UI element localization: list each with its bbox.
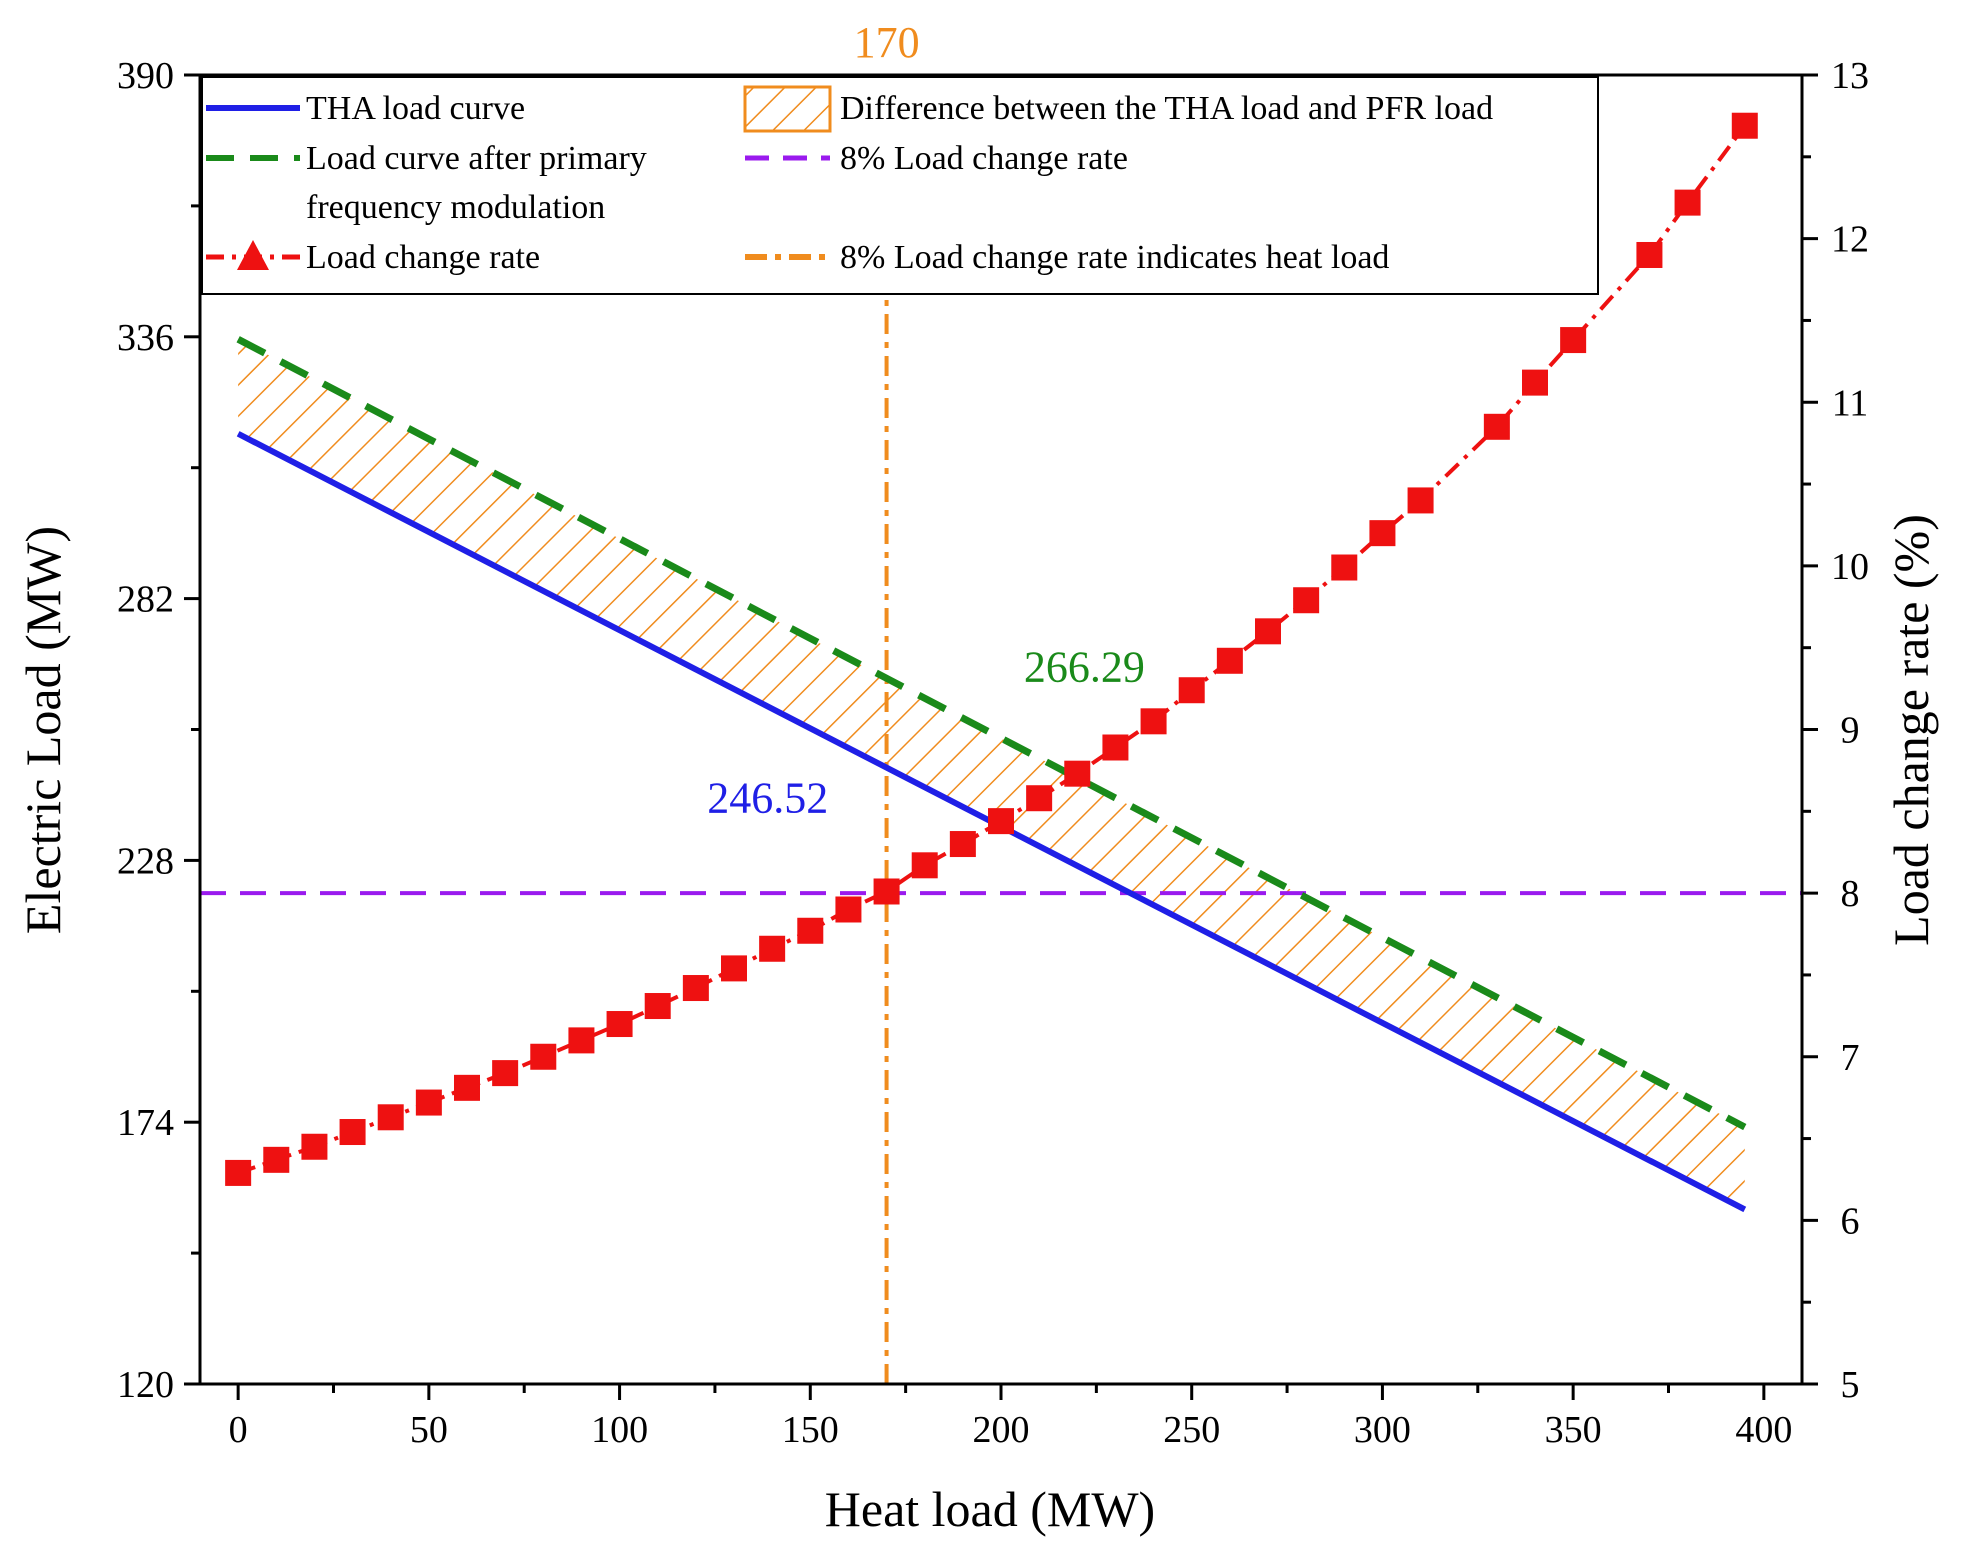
x-tick-label: 350 [1545,1409,1602,1451]
legend-item-rate8: 8% Load change rate [745,140,1128,177]
load-change-rate-point [1140,708,1167,735]
x-tick-label: 0 [229,1409,248,1451]
annotations: 170 266.29 246.52 [707,18,1145,822]
load-change-rate-point [1522,369,1548,396]
load-change-rate-point [1102,734,1129,761]
y-tick-label: 336 [117,317,174,359]
y2-tick-label: 8 [1841,873,1860,915]
x-tick-label: 300 [1354,1409,1411,1451]
legend-swatch [743,85,832,133]
legend-item-rate: Load change rate [206,239,540,276]
y2-tick-label: 7 [1841,1037,1860,1079]
legend-item-hatch: Difference between the THA load and PFR … [743,85,1493,133]
legend-label-line2: frequency modulation [306,189,605,226]
legend-marker-triangle [237,240,269,270]
legend-item-pfr: Load curve after primary frequency modula… [206,140,647,226]
load-change-rate-point [377,1104,404,1131]
pfr-load-line [236,336,1747,1131]
load-change-rate-point [1331,554,1358,581]
load-change-rate-point [721,955,747,982]
legend-label: Load change rate [306,239,540,276]
load-change-rate-point [644,993,671,1020]
y2-tick-label: 9 [1841,710,1860,752]
x-tick-label: 250 [1163,1409,1220,1451]
load-change-rate-point [1255,618,1281,645]
y2-tick-label: 10 [1831,546,1869,588]
legend: THA load curve Difference between the THA… [201,76,1599,295]
y2-tick-label: 12 [1831,219,1869,261]
load-change-rate-point [568,1027,595,1054]
load-change-rate-point [682,975,709,1002]
y-axis-title: Electric Load (MW) [15,526,71,934]
load-change-rate-point [873,878,900,905]
y-tick-label: 120 [117,1364,174,1406]
load-change-rate-point [1026,785,1053,812]
load-change-rate-point [1483,413,1510,440]
legend-item-vline: 8% Load change rate indicates heat load [745,239,1389,276]
load-change-rate-point [1407,487,1434,514]
load-change-rate-point [415,1089,442,1116]
y-tick-label: 228 [117,840,174,882]
load-change-rate-point [1064,760,1091,787]
load-change-rate-point [263,1146,290,1173]
legend-label: 8% Load change rate [840,140,1128,177]
plot-area [200,75,1802,1384]
y-tick-label: 390 [117,55,174,97]
x-tick-label: 400 [1735,1409,1792,1451]
y-tick-label: 282 [117,579,174,621]
load-change-rate-point [949,831,976,858]
load-change-rate-point [454,1074,480,1101]
legend-label: 8% Load change rate indicates heat load [840,239,1389,276]
load-change-rate-point [1216,647,1243,674]
y2-tick-label: 6 [1841,1200,1860,1242]
load-change-rate-point [1636,241,1663,268]
x-tick-label: 200 [973,1409,1030,1451]
load-change-rate-point [911,852,938,879]
annotation-266-29: 266.29 [1024,642,1145,691]
load-change-rate-point [1178,677,1205,704]
legend-box [201,76,1599,295]
load-change-rate-point [988,808,1014,835]
legend-label: Difference between the THA load and PFR … [840,90,1493,127]
load-change-rate-point [1293,587,1320,614]
y2-tick-label: 13 [1831,55,1869,97]
legend-label: Load curve after primary [306,140,647,177]
load-change-rate-point [530,1043,557,1070]
load-change-rate-point [1674,189,1701,216]
load-change-rate-point [492,1060,519,1087]
y2-tick-label: 5 [1841,1364,1860,1406]
axes: 0 50 100 150 200 250 300 350 400 120 174 228 282 336 3… [117,55,1869,1451]
difference-hatch-region [238,339,1745,1210]
annotation-170: 170 [854,18,920,67]
load-change-rate-point [835,896,862,923]
y-tick-label: 174 [117,1102,174,1144]
load-change-rate-point [339,1119,366,1146]
x-tick-label: 100 [591,1409,648,1451]
load-change-rate-point [1731,112,1758,139]
load-change-rate-point [759,935,786,962]
y2-axis-title: Load change rate (%) [1883,514,1939,946]
x-tick-label: 50 [410,1409,448,1451]
legend-item-tha: THA load curve [206,90,525,127]
load-change-rate-point [1560,327,1587,354]
load-change-rate-point [1369,520,1396,547]
annotation-246-52: 246.52 [707,773,828,822]
load-change-rate-point [225,1159,252,1186]
y2-tick-label: 11 [1832,382,1869,424]
legend-label: THA load curve [306,90,525,127]
load-change-rate-line [237,124,1747,1175]
load-change-rate-point [797,917,824,944]
load-change-rate-point [301,1133,328,1160]
x-tick-label: 150 [782,1409,839,1451]
load-change-rate-point [606,1011,633,1038]
x-axis-title: Heat load (MW) [825,1481,1155,1537]
